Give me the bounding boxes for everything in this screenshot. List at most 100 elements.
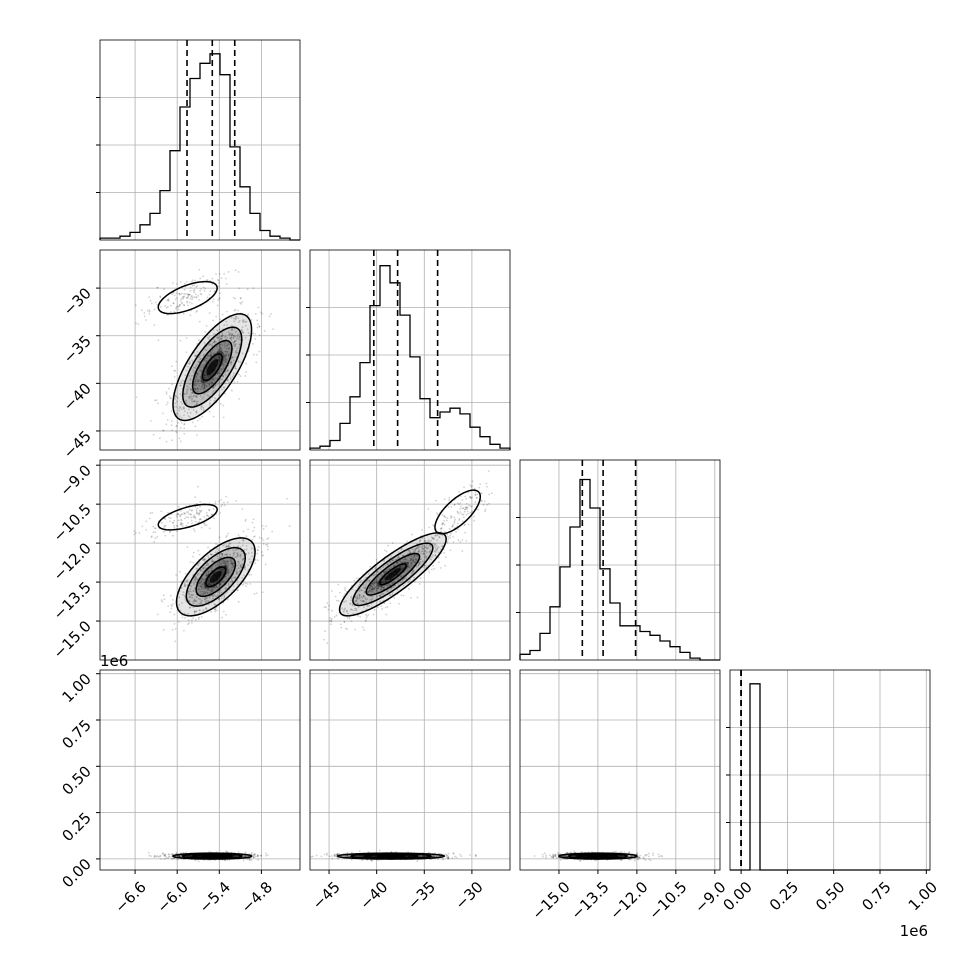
- sample-point: [358, 594, 361, 597]
- sample-point: [219, 368, 222, 370]
- sample-point: [410, 558, 413, 561]
- sample-point: [364, 619, 367, 622]
- sample-point: [381, 586, 384, 589]
- sample-point: [192, 369, 194, 372]
- sample-point: [406, 565, 409, 568]
- sample-point: [173, 376, 176, 378]
- sample-point: [233, 381, 236, 384]
- sample-point: [415, 554, 418, 557]
- sample-point: [219, 512, 222, 514]
- sample-point: [251, 521, 254, 524]
- sample-point: [400, 561, 402, 564]
- sample-point: [230, 337, 232, 340]
- sample-point: [198, 379, 200, 382]
- sample-point: [178, 292, 181, 295]
- sample-point: [213, 341, 216, 343]
- sample-point: [199, 511, 202, 513]
- sample-point: [212, 390, 214, 393]
- sample-point: [183, 392, 186, 395]
- sample-point: [237, 600, 240, 603]
- sample-point: [221, 338, 223, 340]
- sample-point: [326, 642, 329, 645]
- sample-point: [210, 355, 212, 358]
- sample-point: [243, 549, 246, 551]
- sample-point: [203, 375, 206, 378]
- sample-point: [218, 500, 220, 503]
- sample-point: [201, 583, 204, 586]
- sample-point: [376, 606, 379, 609]
- sample-point: [356, 595, 359, 598]
- sample-point: [175, 283, 178, 285]
- sample-point: [217, 363, 220, 366]
- sample-point: [437, 561, 440, 564]
- sample-point: [200, 601, 203, 604]
- sample-point: [226, 598, 229, 601]
- sample-point: [267, 537, 270, 540]
- sample-point: [481, 499, 484, 502]
- sample-point: [447, 535, 450, 538]
- sample-point: [365, 616, 368, 619]
- sample-point: [235, 572, 238, 574]
- sample-point: [175, 412, 178, 415]
- sample-point: [210, 590, 213, 593]
- sample-point: [372, 588, 375, 591]
- sample-point: [175, 360, 178, 363]
- sample-point: [198, 521, 201, 523]
- sample-point: [327, 608, 330, 611]
- sample-point: [224, 392, 226, 395]
- sample-point: [239, 554, 242, 557]
- sample-point: [401, 579, 404, 581]
- sample-point: [218, 394, 221, 397]
- sample-point: [200, 580, 203, 582]
- sample-point: [404, 557, 407, 560]
- sample-point: [252, 518, 255, 521]
- sample-point: [192, 516, 195, 519]
- sample-point: [224, 350, 227, 353]
- sample-point: [176, 400, 178, 403]
- sample-point: [232, 554, 235, 557]
- sample-point: [227, 341, 230, 344]
- sample-point: [199, 380, 202, 382]
- sample-point: [388, 568, 391, 570]
- sample-point: [391, 582, 394, 584]
- sample-point: [184, 617, 186, 619]
- sample-point: [417, 564, 420, 567]
- sample-point: [416, 860, 419, 863]
- sample-point: [224, 564, 227, 567]
- sample-point: [417, 550, 420, 553]
- sample-point: [200, 366, 203, 369]
- sample-point: [201, 590, 204, 593]
- sample-point: [361, 600, 364, 603]
- sample-point: [219, 582, 222, 585]
- sample-point: [235, 564, 238, 567]
- sample-point: [189, 561, 192, 564]
- sample-point: [220, 569, 223, 572]
- sample-point: [221, 574, 224, 577]
- sample-point: [385, 571, 388, 573]
- sample-point: [364, 597, 367, 599]
- sample-point: [191, 509, 193, 512]
- sample-point: [202, 364, 204, 367]
- sample-point: [196, 574, 199, 577]
- sample-point: [369, 565, 371, 568]
- sample-point: [235, 349, 238, 352]
- sample-point: [209, 375, 211, 378]
- sample-point: [237, 544, 240, 547]
- sample-point: [198, 360, 201, 363]
- sample-point: [244, 520, 247, 522]
- sample-point: [210, 583, 212, 586]
- sample-point: [198, 512, 200, 515]
- sample-point: [179, 855, 181, 858]
- sample-point: [225, 320, 228, 323]
- sample-point: [195, 577, 198, 580]
- sample-point: [228, 381, 230, 384]
- sample-point: [212, 586, 215, 589]
- sample-point: [376, 571, 379, 573]
- sample-point: [433, 855, 435, 858]
- sample-point: [180, 417, 183, 419]
- sample-point: [202, 567, 205, 570]
- sample-point: [199, 376, 201, 378]
- sample-point: [154, 537, 157, 540]
- sample-point: [188, 293, 191, 296]
- sample-point: [183, 423, 186, 425]
